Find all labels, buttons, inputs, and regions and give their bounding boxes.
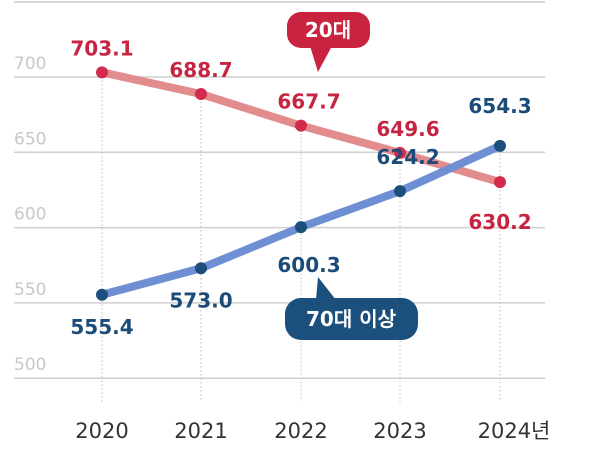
- data-label: 630.2: [468, 210, 531, 234]
- data-point: [494, 139, 506, 152]
- data-point: [96, 66, 108, 79]
- legend-label-70s-plus: 70대 이상: [306, 307, 397, 331]
- data-label: 688.7: [169, 58, 232, 82]
- legend-bubble-20s: 20대: [287, 12, 370, 72]
- data-label: 600.3: [277, 253, 340, 277]
- y-tick-label: 600: [14, 205, 46, 225]
- data-label: 624.2: [376, 145, 439, 169]
- data-label: 555.4: [70, 315, 133, 339]
- x-tick-label: 2020: [75, 419, 128, 443]
- data-label: 667.7: [277, 90, 340, 114]
- y-tick-label: 700: [14, 54, 46, 74]
- y-tick-label: 650: [14, 129, 46, 149]
- x-tick-label: 2024년: [478, 419, 551, 443]
- legend-bubble-70s-plus: 70대 이상: [285, 277, 418, 340]
- data-label: 649.6: [376, 117, 439, 141]
- data-point: [295, 221, 307, 234]
- y-tick-label: 550: [14, 280, 46, 300]
- data-point: [394, 185, 406, 198]
- data-point: [195, 88, 207, 101]
- data-point: [394, 146, 406, 159]
- data-label: 654.3: [468, 94, 531, 118]
- data-point: [295, 119, 307, 132]
- data-label: 703.1: [70, 36, 133, 60]
- legend-label-20s: 20대: [305, 18, 351, 42]
- x-tick-label: 2022: [274, 419, 327, 443]
- data-label: 573.0: [169, 288, 232, 312]
- data-point: [195, 262, 207, 275]
- data-point: [96, 288, 108, 301]
- data-point: [494, 176, 506, 189]
- x-tick-label: 2021: [174, 419, 227, 443]
- y-tick-label: 500: [14, 355, 46, 375]
- x-tick-label: 2023: [373, 419, 426, 443]
